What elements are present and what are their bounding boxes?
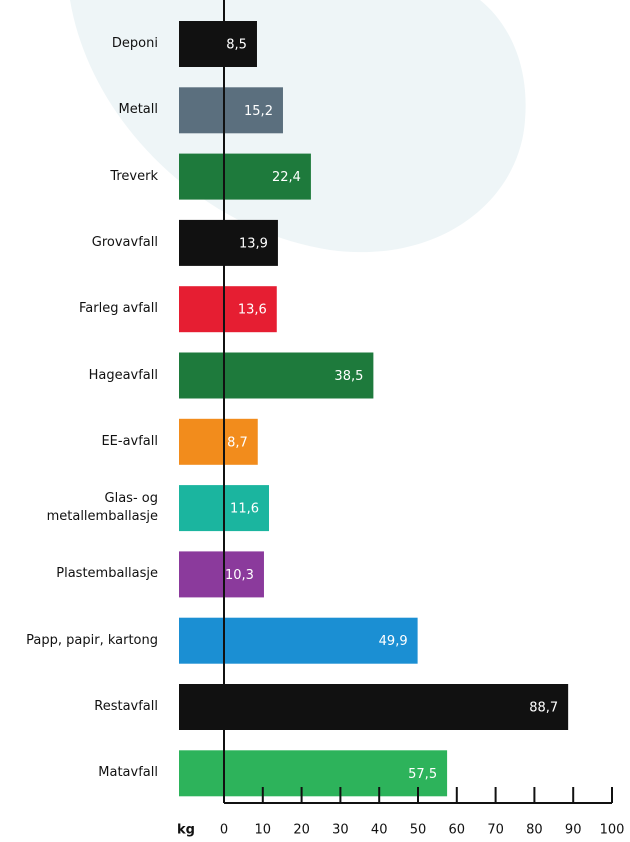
- x-tick-label: 60: [449, 823, 466, 838]
- category-label: Metall: [118, 102, 158, 118]
- category-label: Glas- og metallemballasje: [46, 491, 158, 525]
- x-tick-label: 100: [600, 823, 625, 838]
- bar: [179, 87, 283, 134]
- bar: [179, 684, 569, 730]
- value-label: 10,3: [225, 568, 254, 583]
- x-tick-label: 10: [255, 823, 272, 838]
- bar: [179, 418, 258, 465]
- category-label: Deponi: [111, 36, 158, 51]
- value-label: 8,7: [227, 435, 248, 450]
- category-label: Hageavfall: [88, 367, 158, 383]
- value-label: 11,6: [230, 502, 259, 517]
- value-label: 15,2: [244, 104, 273, 119]
- bar: [179, 153, 311, 200]
- value-label: 49,9: [379, 634, 408, 649]
- value-label: 88,7: [529, 701, 558, 716]
- category-label: Matavfall: [98, 765, 158, 781]
- x-tick-label: 90: [565, 823, 582, 838]
- x-axis-label: kg: [177, 823, 195, 838]
- x-tick-label: 20: [293, 823, 310, 838]
- x-tick-label: 80: [526, 823, 543, 838]
- x-tick-label: 0: [220, 823, 228, 838]
- value-label: 38,5: [334, 369, 363, 384]
- x-tick-label: 40: [371, 823, 388, 838]
- category-label: Farleg avfall: [78, 301, 158, 317]
- value-label: 22,4: [272, 170, 301, 185]
- bar: [179, 21, 257, 67]
- category-label: Papp, papir, kartong: [26, 632, 158, 648]
- category-label: Treverk: [110, 168, 158, 184]
- value-label: 8,5: [226, 38, 247, 53]
- category-label: Plastemballasje: [56, 566, 158, 582]
- category-label: EE-avfall: [101, 433, 158, 449]
- bar: [179, 286, 277, 333]
- value-label: 13,6: [238, 303, 267, 318]
- x-tick-label: 70: [487, 823, 504, 838]
- bar: [179, 750, 448, 797]
- value-label: 57,5: [408, 767, 437, 782]
- bar: [179, 551, 264, 598]
- x-tick-label: 30: [332, 823, 349, 838]
- x-tick-label: 50: [410, 823, 427, 838]
- category-label: Restavfall: [94, 699, 158, 714]
- bar: [179, 617, 418, 664]
- value-label: 13,9: [239, 236, 268, 251]
- bar: [179, 219, 278, 266]
- category-label: Grovavfall: [91, 234, 158, 250]
- bar: [179, 352, 374, 399]
